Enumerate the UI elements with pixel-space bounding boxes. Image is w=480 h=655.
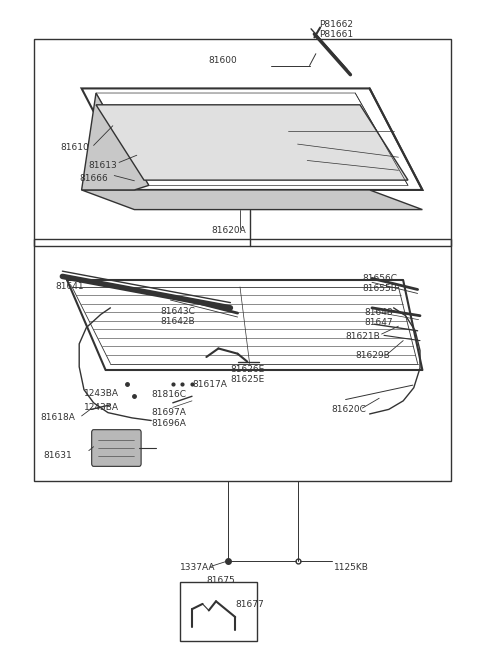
Text: 81618A: 81618A: [41, 413, 76, 422]
Text: 81648
81647: 81648 81647: [365, 308, 394, 328]
Text: 1125KB: 1125KB: [334, 563, 369, 572]
Text: 81656C
81655B: 81656C 81655B: [362, 274, 397, 293]
Bar: [34, 239, 451, 481]
Polygon shape: [96, 105, 408, 180]
Text: 81816C: 81816C: [151, 390, 186, 400]
Text: P81662
P81661: P81662 P81661: [319, 20, 353, 39]
Text: 81675: 81675: [206, 576, 235, 586]
Text: 81617A: 81617A: [192, 380, 227, 389]
Text: 81620C: 81620C: [331, 405, 366, 414]
Text: 81620A: 81620A: [211, 226, 246, 235]
Text: 81600: 81600: [209, 56, 238, 65]
FancyBboxPatch shape: [92, 430, 141, 466]
Polygon shape: [82, 93, 149, 190]
Bar: [180, 582, 257, 641]
Polygon shape: [82, 190, 422, 210]
Text: 81631: 81631: [43, 451, 72, 460]
Text: 81626E
81625E: 81626E 81625E: [230, 365, 264, 384]
Text: 1337AA: 1337AA: [180, 563, 216, 572]
Text: 81629B: 81629B: [355, 350, 390, 360]
Text: 1243BA: 1243BA: [84, 403, 119, 412]
Text: 81641: 81641: [55, 282, 84, 291]
Text: 81621B: 81621B: [346, 331, 380, 341]
Text: 81613: 81613: [89, 160, 118, 170]
Text: 81610: 81610: [60, 143, 89, 152]
Text: 81666: 81666: [79, 174, 108, 183]
Text: 81677: 81677: [235, 600, 264, 609]
Text: 81697A
81696A: 81697A 81696A: [151, 408, 186, 428]
Bar: [34, 39, 451, 246]
Text: 1243BA: 1243BA: [84, 388, 119, 398]
Text: 81643C
81642B: 81643C 81642B: [161, 307, 196, 326]
